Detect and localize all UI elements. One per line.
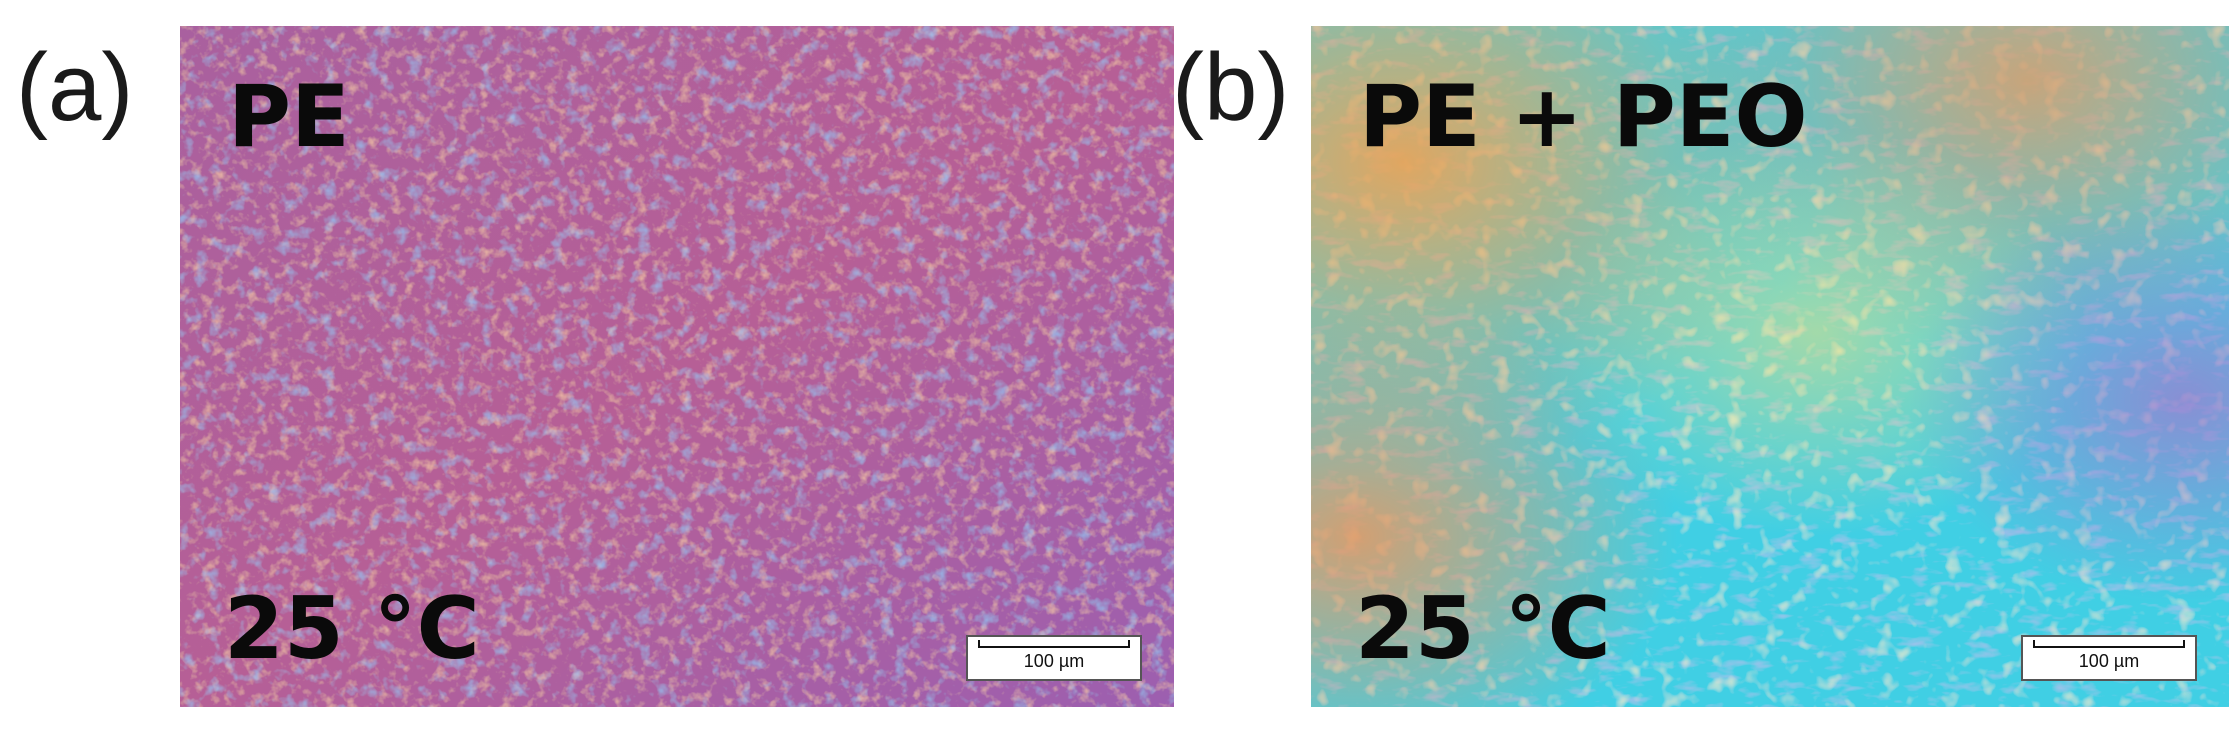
scale-bar-label: 100 µm bbox=[2078, 651, 2140, 671]
material-label: PE + PEO bbox=[1359, 67, 1808, 167]
micrograph-pe-texture bbox=[180, 26, 1174, 707]
scale-bar-label: 100 µm bbox=[1023, 651, 1085, 671]
scale-bar: 100 µm bbox=[966, 635, 1142, 681]
micrograph-pe-peo: PE + PEO 25 °C 100 µm bbox=[1311, 26, 2229, 707]
scale-bar-line bbox=[978, 640, 1130, 648]
material-label: PE bbox=[228, 67, 350, 167]
scale-bar-line bbox=[2033, 640, 2185, 648]
micrograph-pe: PE 25 °C 100 µm bbox=[180, 26, 1174, 707]
temperature-label: 25 °C bbox=[1355, 579, 1611, 679]
panel-a-letter: (a) bbox=[16, 34, 134, 141]
panel-b-letter: (b) bbox=[1172, 34, 1290, 141]
scale-bar: 100 µm bbox=[2021, 635, 2197, 681]
micrograph-pe-peo-texture bbox=[1311, 26, 2229, 707]
temperature-label: 25 °C bbox=[224, 579, 480, 679]
